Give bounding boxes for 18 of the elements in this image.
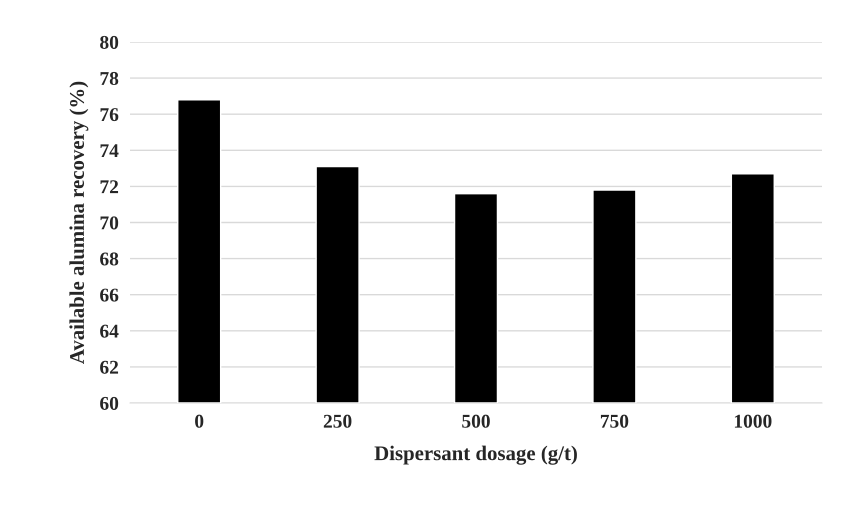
x-tick-label: 250 — [324, 414, 352, 428]
y-tick-label: 76 — [100, 108, 118, 122]
y-tick-label: 64 — [100, 324, 119, 338]
y-axis-title: Available alumina recovery (%) — [69, 82, 88, 364]
y-tick-label: 66 — [100, 288, 118, 302]
y-tick-label: 78 — [100, 72, 118, 86]
y-tick-label: 74 — [100, 144, 119, 158]
x-tick-label: 500 — [462, 414, 490, 428]
y-tick-label: 62 — [100, 360, 118, 374]
y-tick-label: 70 — [100, 216, 118, 230]
x-tick-label: 1000 — [734, 414, 772, 428]
x-tick-label: 750 — [600, 414, 628, 428]
y-tick-label: 68 — [100, 252, 118, 266]
x-axis-title: Dispersant dosage (g/t) — [374, 446, 577, 465]
y-tick-label: 60 — [100, 396, 118, 410]
y-tick-label: 72 — [100, 180, 118, 194]
y-tick-label: 80 — [100, 36, 118, 49]
x-tick-label: 0 — [195, 414, 204, 428]
